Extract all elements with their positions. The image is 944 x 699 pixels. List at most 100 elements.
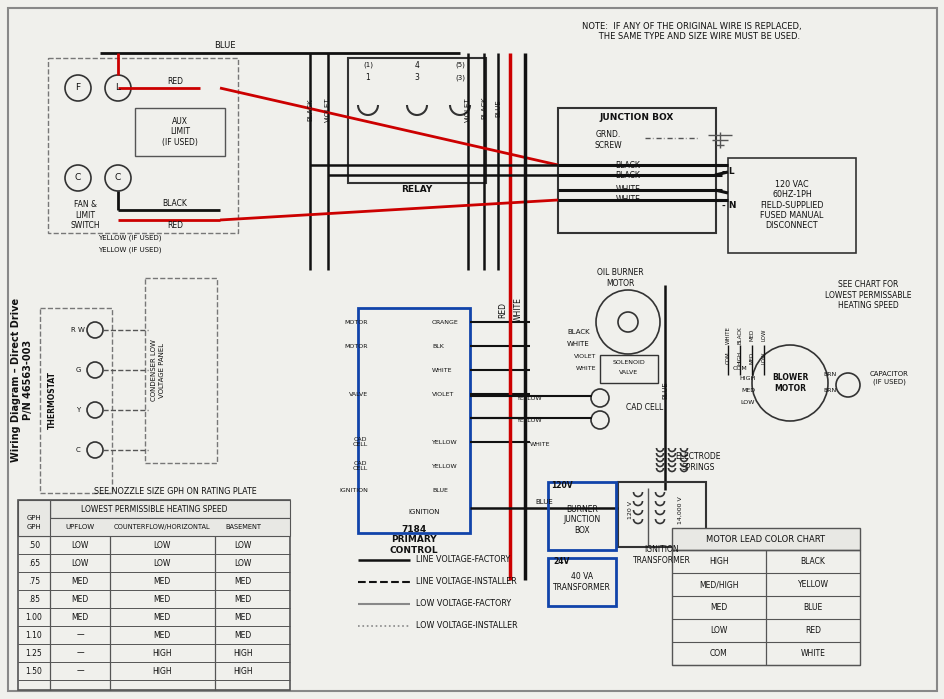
- Text: YELLOW: YELLOW: [516, 396, 542, 401]
- Text: 7184
PRIMARY
CONTROL: 7184 PRIMARY CONTROL: [389, 525, 438, 555]
- Text: MED: MED: [72, 577, 89, 586]
- Text: CAPACITOR
(IF USED): CAPACITOR (IF USED): [869, 371, 908, 384]
- Text: HIGH: HIGH: [152, 649, 172, 658]
- Text: RELAY: RELAY: [401, 185, 432, 194]
- Text: F: F: [76, 83, 80, 92]
- Text: VIOLET: VIOLET: [464, 98, 470, 122]
- Text: YELLOW: YELLOW: [431, 463, 457, 468]
- Text: BLUE: BLUE: [802, 603, 822, 612]
- Text: VIOLET: VIOLET: [573, 354, 596, 359]
- Text: Wiring Diagram – Direct Drive
P/N 46563-003: Wiring Diagram – Direct Drive P/N 46563-…: [11, 298, 33, 462]
- Text: LINE VOLTAGE-FACTORY: LINE VOLTAGE-FACTORY: [415, 556, 510, 565]
- Text: WHITE: WHITE: [615, 196, 640, 205]
- Bar: [18, 500, 50, 536]
- Text: WHITE: WHITE: [800, 649, 824, 658]
- Text: R W: R W: [71, 327, 85, 333]
- Text: MED: MED: [710, 603, 727, 612]
- Text: IGNITION: IGNITION: [408, 509, 440, 515]
- Bar: [548, 482, 615, 550]
- Text: 4: 4: [414, 61, 419, 69]
- Text: SOLENOID: SOLENOID: [612, 361, 645, 366]
- Text: BRN: BRN: [822, 387, 835, 393]
- Text: RED: RED: [498, 302, 507, 318]
- Text: BLUE: BLUE: [214, 41, 235, 50]
- Bar: [599, 355, 657, 383]
- Text: LOW: LOW: [761, 329, 766, 341]
- Text: C: C: [76, 447, 80, 453]
- Text: 120 V: 120 V: [627, 501, 632, 519]
- Text: HIGH: HIGH: [233, 649, 253, 658]
- Text: LOW: LOW: [153, 540, 171, 549]
- Text: - N: - N: [721, 201, 735, 210]
- Text: —: —: [76, 649, 84, 658]
- Text: 1.10: 1.10: [25, 630, 42, 640]
- Bar: [18, 500, 290, 518]
- Text: IGNITION: IGNITION: [339, 487, 367, 493]
- Text: COUNTERFLOW/HORIZONTAL: COUNTERFLOW/HORIZONTAL: [113, 524, 211, 530]
- Text: BLACK: BLACK: [480, 96, 486, 120]
- Text: SEE CHART FOR
LOWEST PERMISSABLE
HEATING SPEED: SEE CHART FOR LOWEST PERMISSABLE HEATING…: [824, 280, 910, 310]
- Text: MED: MED: [153, 577, 171, 586]
- Text: 1.50: 1.50: [25, 667, 42, 675]
- Text: BRN: BRN: [822, 373, 835, 377]
- Text: MED: MED: [749, 352, 753, 364]
- Text: ORANGE: ORANGE: [431, 319, 458, 324]
- Text: COM: COM: [732, 366, 747, 370]
- Text: 24V: 24V: [553, 556, 569, 565]
- Text: MED: MED: [749, 329, 753, 341]
- Text: NOTE:  IF ANY OF THE ORIGINAL WIRE IS REPLACED,
      THE SAME TYPE AND SIZE WIR: NOTE: IF ANY OF THE ORIGINAL WIRE IS REP…: [582, 22, 801, 41]
- Text: 3: 3: [414, 73, 419, 82]
- Text: BASEMENT: BASEMENT: [225, 524, 261, 530]
- Text: 120 VAC
60HZ-1PH
FIELD-SUPPLIED
FUSED MANUAL
DISCONNECT: 120 VAC 60HZ-1PH FIELD-SUPPLIED FUSED MA…: [759, 180, 823, 230]
- Text: VALVE: VALVE: [348, 391, 367, 396]
- Bar: [617, 482, 705, 547]
- Text: WHITE: WHITE: [575, 366, 596, 370]
- Text: GPH: GPH: [26, 524, 42, 530]
- Text: G: G: [76, 367, 80, 373]
- Text: MED: MED: [234, 577, 251, 586]
- Text: LOW: LOW: [153, 559, 171, 568]
- Text: LOW: LOW: [71, 540, 89, 549]
- Text: UPFLOW: UPFLOW: [65, 524, 94, 530]
- Text: HIGH: HIGH: [736, 351, 742, 365]
- Text: AUX
LIMIT
(IF USED): AUX LIMIT (IF USED): [161, 117, 197, 147]
- Text: CAD
CELL: CAD CELL: [352, 461, 367, 471]
- Text: CAD
CELL: CAD CELL: [352, 437, 367, 447]
- Text: LOW VOLTAGE-INSTALLER: LOW VOLTAGE-INSTALLER: [415, 621, 517, 630]
- Bar: [671, 528, 859, 550]
- Text: .50: .50: [28, 540, 40, 549]
- Text: 1.00: 1.00: [25, 612, 42, 621]
- Text: IGNITION
TRANSFORMER: IGNITION TRANSFORMER: [632, 545, 690, 565]
- Text: BLACK: BLACK: [162, 199, 187, 208]
- Text: WHITE: WHITE: [615, 185, 640, 194]
- Bar: [548, 558, 615, 606]
- Text: YELLOW: YELLOW: [516, 417, 542, 422]
- Text: YELLOW: YELLOW: [431, 440, 457, 445]
- Text: MED: MED: [234, 612, 251, 621]
- Text: VIOLET: VIOLET: [325, 98, 330, 122]
- Text: OIL BURNER
MOTOR: OIL BURNER MOTOR: [596, 268, 643, 288]
- Text: COM: COM: [709, 649, 727, 658]
- Text: WHITE: WHITE: [431, 368, 452, 373]
- Text: FAN &
LIMIT
SWITCH: FAN & LIMIT SWITCH: [70, 200, 100, 230]
- Text: LOW: LOW: [761, 352, 766, 364]
- Text: C: C: [115, 173, 121, 182]
- Text: RED: RED: [167, 222, 183, 231]
- Text: LOW VOLTAGE-FACTORY: LOW VOLTAGE-FACTORY: [415, 600, 511, 609]
- Text: (3): (3): [454, 75, 464, 81]
- Text: RED: RED: [804, 626, 820, 635]
- Text: LOWEST PERMISSIBLE HEATING SPEED: LOWEST PERMISSIBLE HEATING SPEED: [80, 505, 227, 514]
- Text: BLUE: BLUE: [431, 487, 447, 493]
- Text: 1.25: 1.25: [25, 649, 42, 658]
- Text: BLACK: BLACK: [736, 326, 742, 344]
- Text: 14,000 V: 14,000 V: [677, 496, 682, 524]
- Text: GPH: GPH: [26, 515, 42, 521]
- Text: WHITE: WHITE: [530, 442, 550, 447]
- Bar: [358, 308, 469, 533]
- Text: LOW: LOW: [234, 559, 251, 568]
- Bar: [727, 158, 855, 253]
- Text: (1): (1): [362, 62, 373, 69]
- Text: MED: MED: [153, 630, 171, 640]
- Text: BLUE: BLUE: [495, 99, 500, 117]
- Text: L: L: [115, 83, 121, 92]
